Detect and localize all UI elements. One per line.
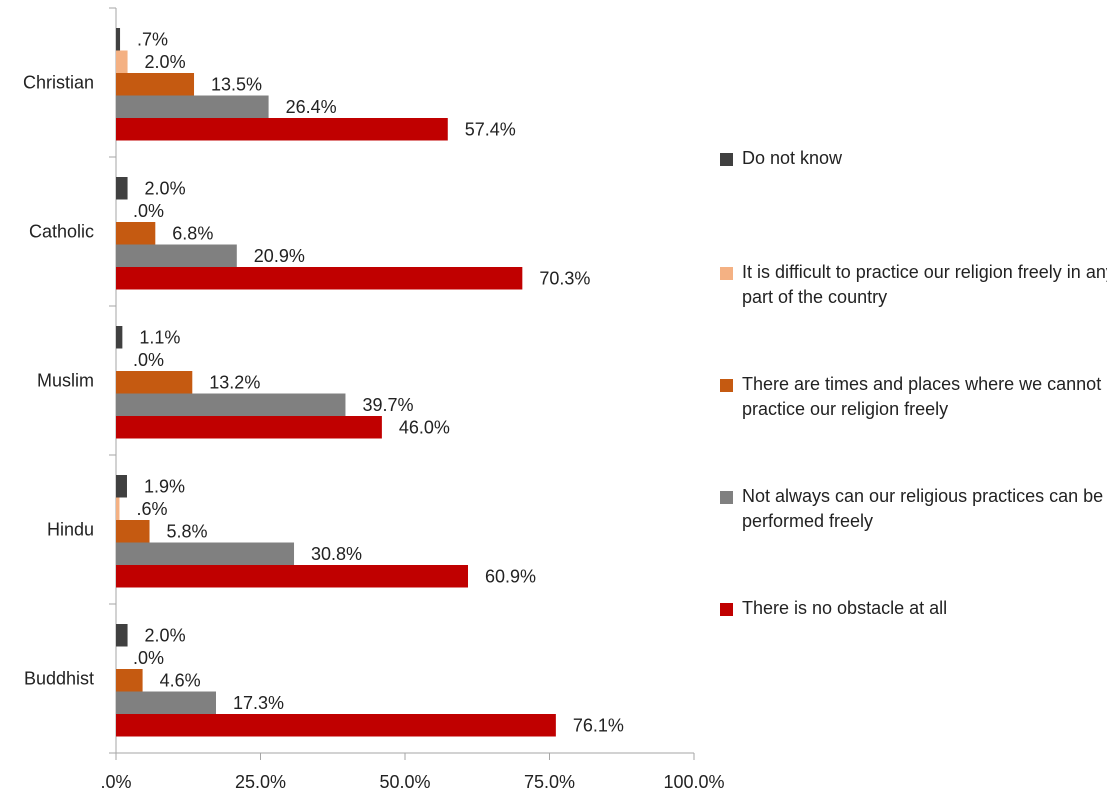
y-category-label: Christian <box>23 73 94 93</box>
bar <box>116 669 143 692</box>
bar <box>116 371 193 394</box>
bar-value-label: 2.0% <box>145 625 186 645</box>
bar-value-label: .0% <box>133 350 164 370</box>
bar <box>116 565 469 588</box>
chart-bars <box>116 28 556 737</box>
bar <box>116 691 216 714</box>
y-category-label: Buddhist <box>24 669 94 689</box>
bar-value-label: 1.1% <box>139 327 180 347</box>
legend-item: There is no obstacle at all <box>720 596 1107 621</box>
bar <box>116 542 295 565</box>
bar <box>116 326 123 349</box>
bar-value-label: 5.8% <box>167 521 208 541</box>
bar-value-label: 70.3% <box>539 268 590 288</box>
bar-value-label: 20.9% <box>254 246 305 266</box>
chart-axes: .0% 25.0% 50.0% 75.0% 100.0% Christian Catholi… <box>23 7 725 792</box>
legend-label: Do not know <box>742 148 843 168</box>
legend-swatch <box>720 153 733 166</box>
x-tick-label: .0% <box>100 772 131 792</box>
bar <box>116 624 128 647</box>
bar-value-label: 2.0% <box>145 52 186 72</box>
y-category-label: Muslim <box>37 371 94 391</box>
bar <box>116 497 120 520</box>
bar <box>116 393 346 416</box>
bar <box>116 222 156 245</box>
chart-data-labels: .7% 2.0% 13.5% 26.4% 57.4% 2.0% .0% 6.8% 20.9% 70… <box>133 29 624 735</box>
bar-value-label: 13.2% <box>209 372 260 392</box>
legend-label: Not always can our religious practices c… <box>742 486 1104 531</box>
bar-value-label: 39.7% <box>362 395 413 415</box>
bar <box>116 50 128 73</box>
bar-value-label: 76.1% <box>573 715 624 735</box>
bar <box>116 177 128 200</box>
y-category-label: Hindu <box>47 520 94 540</box>
legend-item: There are times and places where we cann… <box>720 372 1107 422</box>
x-tick-label: 75.0% <box>524 772 575 792</box>
bar-value-label: 1.9% <box>144 476 185 496</box>
bar-value-label: 46.0% <box>399 417 450 437</box>
bar <box>116 475 127 498</box>
bar-value-label: 17.3% <box>233 693 284 713</box>
bar <box>116 520 150 543</box>
bar <box>116 416 382 439</box>
bar-value-label: .6% <box>136 499 167 519</box>
bar-value-label: 30.8% <box>311 544 362 564</box>
legend-item: It is difficult to practice our religion… <box>720 260 1107 310</box>
legend-item: Not always can our religious practices c… <box>720 484 1107 534</box>
legend-label: It is difficult to practice our religion… <box>742 262 1107 307</box>
bar <box>116 28 121 51</box>
bar <box>116 73 195 96</box>
bar-value-label: 13.5% <box>211 74 262 94</box>
bar <box>116 267 523 290</box>
bar-value-label: 26.4% <box>286 97 337 117</box>
bar-value-label: .0% <box>133 648 164 668</box>
x-tick-label: 25.0% <box>235 772 286 792</box>
bar-value-label: 6.8% <box>172 223 213 243</box>
legend-label: There are times and places where we cann… <box>742 374 1102 419</box>
bar <box>116 714 556 737</box>
y-category-label: Catholic <box>29 222 94 242</box>
x-tick-label: 100.0% <box>663 772 724 792</box>
bar-value-label: 57.4% <box>465 119 516 139</box>
x-tick-label: 50.0% <box>379 772 430 792</box>
legend-label: There is no obstacle at all <box>742 598 948 618</box>
bar-value-label: 60.9% <box>485 566 536 586</box>
bar <box>116 118 448 141</box>
bar <box>116 244 237 267</box>
legend-item: Do not know <box>720 146 1107 171</box>
legend-swatch <box>720 379 733 392</box>
bar <box>116 95 269 118</box>
bar-value-label: 2.0% <box>145 178 186 198</box>
bar-value-label: 4.6% <box>160 670 201 690</box>
bar-value-label: .7% <box>137 29 168 49</box>
bar-value-label: .0% <box>133 201 164 221</box>
legend-swatch <box>720 491 733 504</box>
legend-swatch <box>720 267 733 280</box>
legend-swatch <box>720 603 733 616</box>
